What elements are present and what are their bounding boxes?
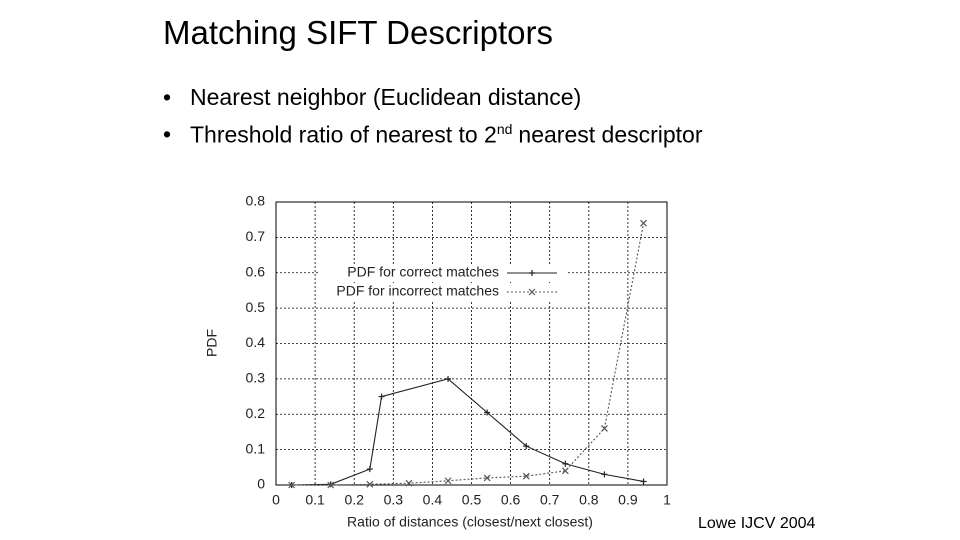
y-tick-label: 0.5 [246,299,266,315]
point-marker [366,480,374,488]
x-tick-label: 0.7 [540,492,560,508]
point-marker [483,474,491,482]
bullet: Threshold ratio of nearest to 2nd nearest… [163,121,703,149]
plot-frame [275,201,668,486]
point-marker [288,481,296,489]
bullet-text: Threshold ratio of nearest to 2 [190,121,497,148]
y-tick-label: 0.7 [246,228,266,244]
point-marker [561,467,569,475]
bullet: Nearest neighbor (Euclidean distance) [163,84,703,111]
y-axis-label: PDF [204,329,220,357]
legend-background [318,283,568,301]
x-axis-label: Ratio of distances (closest/next closest… [347,514,593,530]
x-tick-label: 0.1 [305,492,325,508]
legend-label: PDF for incorrect matches [336,283,499,299]
superscript: nd [496,121,513,137]
y-tick-label: 0.6 [246,263,266,279]
point-marker [640,478,647,485]
y-tick-label: 0.4 [246,334,266,350]
series-line [291,378,644,486]
point-marker [601,424,608,432]
y-tick-label: 0.8 [246,193,266,209]
y-tick-label: 0 [257,476,265,492]
point-marker [523,443,530,450]
x-tick-label: 0.4 [423,492,443,508]
x-tick-label: 0 [272,492,280,508]
point-marker [327,481,335,489]
x-tick-label: 0.5 [462,492,482,508]
y-tick-label: 0.3 [246,370,266,386]
series-line [291,223,645,486]
y-tick-label: 0.1 [246,440,266,456]
legend-label: PDF for correct matches [347,264,499,280]
point-marker [378,393,385,400]
bullet-text: Nearest neighbor (Euclidean distance) [190,84,582,110]
x-tick-label: 0.8 [579,492,599,508]
point-marker [640,219,647,227]
slide-title: Matching SIFT Descriptors [163,14,554,51]
point-marker [522,472,530,480]
bullet-text: nearest descriptor [518,121,703,148]
x-tick-label: 0.6 [501,492,521,508]
x-tick-label: 0.9 [618,492,638,508]
credit: Lowe IJCV 2004 [698,515,816,532]
point-marker [529,270,535,276]
legend-background [318,264,568,282]
point-marker [366,466,373,473]
point-marker [405,479,413,487]
point-marker [562,460,569,467]
x-tick-label: 0.2 [344,492,364,508]
point-marker [484,409,491,416]
point-marker [528,288,536,296]
point-marker [445,375,452,382]
point-marker [444,477,452,485]
point-marker [601,471,608,478]
x-tick-label: 0.3 [384,492,404,508]
x-tick-label: 1 [663,492,671,508]
y-tick-label: 0.2 [246,405,266,421]
bullet-list: Nearest neighbor (Euclidean distance) Th… [163,84,703,159]
